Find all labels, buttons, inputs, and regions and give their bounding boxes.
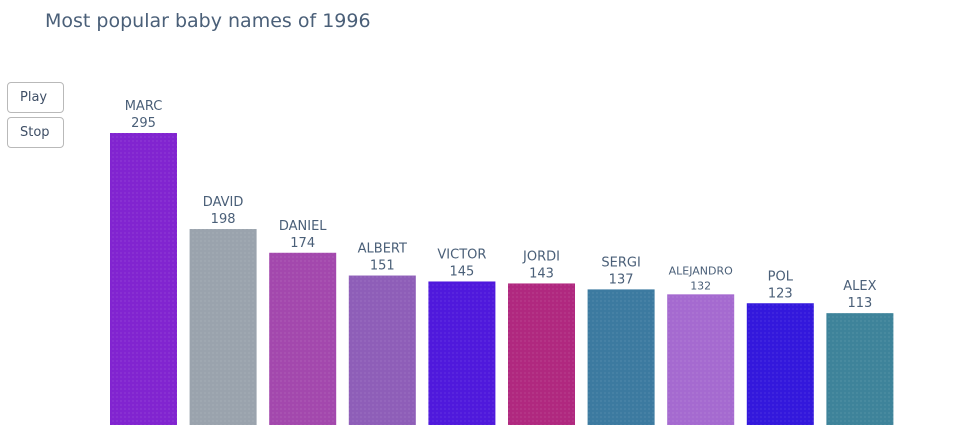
category-label-albert: ALBERT: [358, 242, 407, 257]
value-label-jordi: 143: [529, 266, 554, 281]
value-label-pol: 123: [768, 286, 793, 301]
bar-texture-pol: [746, 303, 814, 425]
value-label-albert: 151: [370, 259, 395, 274]
bars-layer: [110, 133, 894, 425]
value-label-marc: 295: [131, 116, 156, 131]
category-label-daniel: DANIEL: [279, 219, 327, 234]
bar-texture-victor: [428, 281, 496, 425]
bar-texture-alex: [826, 313, 894, 425]
category-label-marc: MARC: [125, 99, 163, 114]
category-label-jordi: JORDI: [522, 249, 560, 264]
bar-texture-jordi: [508, 283, 575, 425]
value-label-alejandro: 132: [690, 279, 711, 292]
bar-texture-sergi: [587, 289, 655, 425]
value-label-victor: 145: [449, 264, 474, 279]
bar-texture-david: [189, 229, 257, 425]
value-label-daniel: 174: [290, 236, 315, 251]
category-label-david: DAVID: [203, 195, 244, 210]
category-label-alejandro: ALEJANDRO: [669, 264, 734, 277]
bar-texture-marc: [110, 133, 177, 425]
bar-texture-albert: [348, 275, 416, 425]
play-button[interactable]: Play: [7, 82, 64, 113]
category-label-sergi: SERGI: [601, 255, 640, 270]
stop-button[interactable]: Stop: [7, 117, 64, 148]
value-label-david: 198: [211, 212, 236, 227]
value-label-sergi: 137: [609, 272, 634, 287]
bar-texture-alejandro: [667, 294, 735, 425]
category-label-victor: VICTOR: [437, 247, 486, 262]
chart-title: Most popular baby names of 1996: [45, 10, 371, 32]
category-label-alex: ALEX: [843, 279, 876, 294]
value-label-alex: 113: [847, 296, 872, 311]
bar-texture-daniel: [269, 252, 337, 425]
labels-layer: MARC 295 DAVID 198 DANIEL 174 ALBERT 151 VICTOR 1…: [125, 99, 877, 311]
category-label-pol: POL: [768, 269, 794, 284]
